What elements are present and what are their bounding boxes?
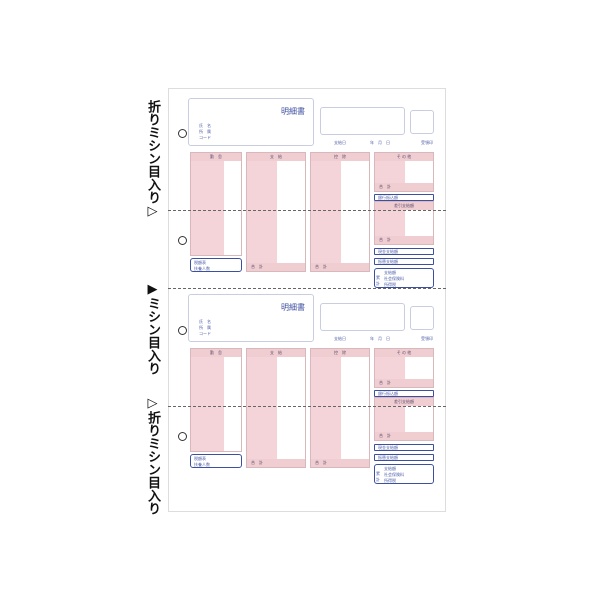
punch-hole (178, 432, 187, 441)
attendance-header: 勤 怠 (191, 153, 241, 161)
deductions-labels (311, 161, 341, 263)
date-label: 年 月 日 (370, 336, 390, 341)
bank-transfer-row: 銀行振込額 (374, 194, 434, 201)
form-title: 明細書 (281, 107, 305, 116)
payments-labels (247, 357, 277, 459)
seal-box (410, 306, 434, 330)
cumulative-box: 累計 支給額 社会保険料 所得税 (374, 464, 434, 484)
punch-hole (178, 129, 187, 138)
department-label: 所 属 (199, 325, 211, 330)
pay-date-label: 支給日 (334, 336, 346, 341)
cumulative-box: 累計 支給額 社会保険料 所得税 (374, 268, 434, 288)
deductions-labels (311, 357, 341, 459)
deductions-header: 控 除 (311, 349, 369, 357)
seal-box (410, 110, 434, 134)
payments-column: 支 給 合 計 (246, 348, 306, 468)
payments-total: 合 計 (247, 459, 305, 467)
receipt-seal-label: 受領印 (421, 140, 433, 145)
net-pay-column: 差引支給額 合 計 (374, 201, 434, 245)
form-title: 明細書 (281, 303, 305, 312)
other-column: そ の 他 合 計 (374, 152, 434, 192)
transfer-payment-row: 振替支給額 (374, 258, 434, 265)
department-label: 所 属 (199, 129, 211, 134)
tax-info-box: 税額表 扶養人数 (190, 258, 242, 272)
other-labels (375, 161, 405, 183)
fold-perforation-label: 折りミシン目入り▷ (145, 100, 160, 219)
cum-payment-label: 支給額 (384, 466, 396, 471)
dependents-label: 扶養人数 (194, 462, 210, 467)
receipt-seal-label: 受領印 (421, 336, 433, 341)
recipient-box: 明細書 氏 名 所 属 コード (188, 294, 314, 342)
date-label: 年 月 日 (370, 140, 390, 145)
cumulative-label: 累計 (376, 471, 380, 482)
tax-table-label: 税額表 (194, 456, 206, 461)
payments-total: 合 計 (247, 263, 305, 271)
fold-line (168, 406, 446, 407)
deductions-header: 控 除 (311, 153, 369, 161)
net-pay-header: 差引支給額 (375, 202, 433, 210)
code-label: コード (199, 331, 211, 336)
other-total: 合 計 (375, 379, 433, 387)
punch-hole (178, 326, 187, 335)
attendance-column: 勤 怠 (190, 348, 242, 452)
tax-table-label: 税額表 (194, 260, 206, 265)
other-labels (375, 357, 405, 379)
cum-payment-label: 支給額 (384, 270, 396, 275)
net-pay-total: 合 計 (375, 236, 433, 244)
pay-date-label: 支給日 (334, 140, 346, 145)
fold-line (168, 210, 446, 211)
deductions-total: 合 計 (311, 263, 369, 271)
recipient-box: 明細書 氏 名 所 属 コード (188, 98, 314, 146)
deductions-column: 控 除 合 計 (310, 348, 370, 468)
cash-payment-row: 現金支給額 (374, 248, 434, 255)
name-label: 氏 名 (199, 123, 211, 128)
other-column: そ の 他 合 計 (374, 348, 434, 388)
transfer-payment-row: 振替支給額 (374, 454, 434, 461)
name-label: 氏 名 (199, 319, 211, 324)
net-pay-total: 合 計 (375, 432, 433, 440)
deductions-column: 控 除 合 計 (310, 152, 370, 272)
cumulative-label: 累計 (376, 275, 380, 286)
bank-transfer-row: 銀行振込額 (374, 390, 434, 397)
fold-perforation-label: ▷折りミシン目入り (145, 396, 160, 515)
perforation-label: ▶ミシン目入り (145, 282, 160, 375)
other-header: そ の 他 (375, 349, 433, 357)
other-total: 合 計 (375, 183, 433, 191)
payments-labels (247, 161, 277, 263)
payments-header: 支 給 (247, 349, 305, 357)
attendance-header: 勤 怠 (191, 349, 241, 357)
net-pay-column: 差引支給額 合 計 (374, 397, 434, 441)
deductions-total: 合 計 (311, 459, 369, 467)
cum-tax-label: 所得税 (384, 282, 396, 287)
attendance-labels (191, 357, 224, 451)
dependents-label: 扶養人数 (194, 266, 210, 271)
attendance-labels (191, 161, 224, 255)
cash-payment-row: 現金支給額 (374, 444, 434, 451)
payslip-form: 明細書 氏 名 所 属 コード 支給日 年 月 日 受領印 勤 怠 税額表 扶養… (0, 284, 600, 484)
company-box (320, 303, 405, 331)
tax-info-box: 税額表 扶養人数 (190, 454, 242, 468)
payments-column: 支 給 合 計 (246, 152, 306, 272)
attendance-column: 勤 怠 (190, 152, 242, 256)
net-pay-header: 差引支給額 (375, 398, 433, 406)
company-box (320, 107, 405, 135)
cum-tax-label: 所得税 (384, 478, 396, 483)
net-pay-labels (375, 210, 405, 236)
punch-hole (178, 236, 187, 245)
payslip-form: 明細書 氏 名 所 属 コード 支給日 年 月 日 受領印 勤 怠 税額表 扶養… (0, 88, 600, 288)
cum-insurance-label: 社会保険料 (384, 276, 404, 281)
code-label: コード (199, 135, 211, 140)
payments-header: 支 給 (247, 153, 305, 161)
perforation-line (168, 288, 446, 289)
other-header: そ の 他 (375, 153, 433, 161)
net-pay-labels (375, 406, 405, 432)
cum-insurance-label: 社会保険料 (384, 472, 404, 477)
